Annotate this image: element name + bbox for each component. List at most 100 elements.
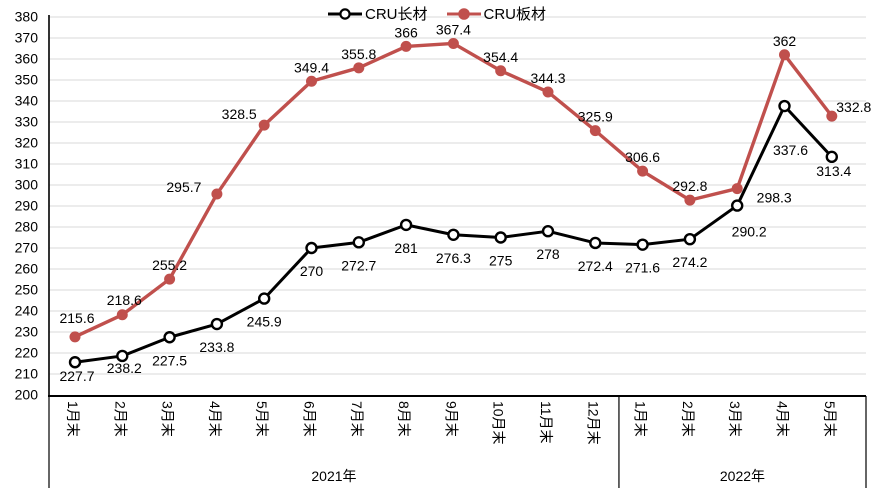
x-axis-category-label: 6月末 bbox=[302, 401, 318, 437]
data-label: 245.9 bbox=[247, 314, 282, 330]
series-marker bbox=[305, 241, 318, 255]
series-marker bbox=[116, 309, 128, 321]
data-label: 271.6 bbox=[625, 260, 660, 276]
y-axis-tick-label: 270 bbox=[15, 240, 39, 256]
data-label: 328.5 bbox=[222, 106, 257, 122]
legend-label-bancai: CRU板材 bbox=[483, 6, 547, 23]
data-label: 325.9 bbox=[578, 109, 613, 125]
series-marker bbox=[541, 224, 555, 238]
series-marker bbox=[447, 37, 459, 49]
series-marker bbox=[542, 86, 554, 98]
data-label: 238.2 bbox=[107, 360, 142, 376]
legend-item-changcai[interactable]: CRU长材 bbox=[327, 3, 428, 24]
y-axis-tick-label: 360 bbox=[15, 51, 39, 67]
series-marker bbox=[637, 165, 649, 177]
series-marker bbox=[731, 183, 743, 195]
data-label: 215.6 bbox=[59, 310, 94, 326]
data-label: 367.4 bbox=[436, 21, 471, 37]
data-label: 366 bbox=[394, 24, 418, 40]
x-axis-category-label: 10月末 bbox=[491, 401, 507, 445]
x-axis-category-label: 3月末 bbox=[727, 401, 743, 437]
y-axis-tick-label: 240 bbox=[15, 303, 39, 319]
series-marker bbox=[636, 238, 649, 251]
series-marker bbox=[731, 199, 744, 212]
x-axis-category-label: 8月末 bbox=[396, 401, 412, 437]
series-marker bbox=[399, 218, 413, 232]
series-marker bbox=[211, 188, 223, 200]
series-marker bbox=[684, 194, 696, 206]
series-marker bbox=[778, 99, 791, 113]
series-marker bbox=[258, 292, 271, 305]
legend-item-bancai[interactable]: CRU板材 bbox=[446, 3, 547, 24]
x-axis-category-label: 4月末 bbox=[207, 401, 223, 437]
series-marker bbox=[826, 110, 838, 122]
y-axis-tick-label: 380 bbox=[15, 9, 39, 25]
series-marker bbox=[683, 232, 697, 246]
series-marker bbox=[210, 317, 224, 331]
series-marker bbox=[589, 125, 601, 137]
data-label: 270 bbox=[300, 263, 324, 279]
y-axis-tick-label: 280 bbox=[15, 219, 39, 235]
data-label: 274.2 bbox=[672, 254, 707, 270]
series-marker bbox=[116, 349, 129, 363]
data-label: 332.8 bbox=[836, 99, 871, 115]
legend-marker-0 bbox=[328, 7, 362, 20]
series-marker bbox=[589, 236, 602, 250]
data-label: 255.2 bbox=[152, 257, 187, 273]
series-marker bbox=[447, 228, 460, 241]
legend: CRU长材 CRU板材 bbox=[0, 3, 873, 24]
y-axis-tick-label: 370 bbox=[15, 30, 39, 46]
x-axis-category-label: 5月末 bbox=[822, 401, 838, 437]
data-label: 290.2 bbox=[732, 224, 767, 240]
x-axis-category-label: 1月末 bbox=[65, 401, 81, 437]
series-marker bbox=[825, 150, 838, 164]
series-marker bbox=[495, 65, 507, 77]
data-label: 227.7 bbox=[59, 368, 94, 384]
series-marker bbox=[352, 236, 365, 249]
y-axis-tick-label: 250 bbox=[15, 282, 39, 298]
data-label: 337.6 bbox=[773, 142, 808, 158]
y-axis-tick-label: 210 bbox=[15, 366, 39, 382]
data-label: 313.4 bbox=[816, 163, 851, 179]
y-axis-tick-label: 220 bbox=[15, 345, 39, 361]
y-axis-tick-label: 320 bbox=[15, 135, 39, 151]
y-axis-tick-label: 340 bbox=[15, 93, 39, 109]
y-axis-tick-label: 260 bbox=[15, 261, 39, 277]
data-label: 278 bbox=[536, 246, 560, 262]
series-marker bbox=[164, 273, 176, 285]
y-axis-tick-label: 300 bbox=[15, 177, 39, 193]
y-axis-tick-label: 310 bbox=[15, 156, 39, 172]
x-axis-category-label: 1月末 bbox=[633, 401, 649, 437]
data-label: 354.4 bbox=[483, 49, 518, 65]
series-marker bbox=[779, 49, 790, 61]
data-label: 295.7 bbox=[166, 179, 201, 195]
series-marker bbox=[494, 231, 507, 244]
x-axis-category-label: 2月末 bbox=[680, 401, 696, 437]
series-marker bbox=[163, 331, 176, 344]
x-axis-category-label: 11月末 bbox=[538, 401, 554, 444]
data-label: 276.3 bbox=[436, 250, 471, 266]
data-label: 281 bbox=[394, 240, 418, 256]
x-axis-category-label: 5月末 bbox=[254, 401, 270, 437]
data-label: 275 bbox=[489, 253, 513, 269]
x-axis-category-label: 4月末 bbox=[775, 401, 791, 437]
series-marker bbox=[400, 40, 412, 52]
y-axis-tick-label: 200 bbox=[15, 387, 39, 403]
data-label: 233.8 bbox=[199, 339, 234, 355]
legend-label-changcai: CRU长材 bbox=[365, 6, 428, 23]
series-marker bbox=[69, 331, 81, 343]
data-label: 272.7 bbox=[341, 257, 376, 273]
x-axis-category-label: 7月末 bbox=[349, 401, 365, 437]
series-marker bbox=[306, 75, 317, 87]
series-marker bbox=[258, 119, 270, 131]
y-axis-tick-label: 290 bbox=[15, 198, 39, 214]
data-label: 292.8 bbox=[672, 178, 707, 194]
data-label: 362 bbox=[773, 33, 797, 49]
data-label: 227.5 bbox=[152, 352, 187, 368]
data-label: 349.4 bbox=[294, 59, 329, 75]
year-group-label: 2022年 bbox=[720, 468, 765, 484]
y-axis-tick-label: 230 bbox=[15, 324, 39, 340]
